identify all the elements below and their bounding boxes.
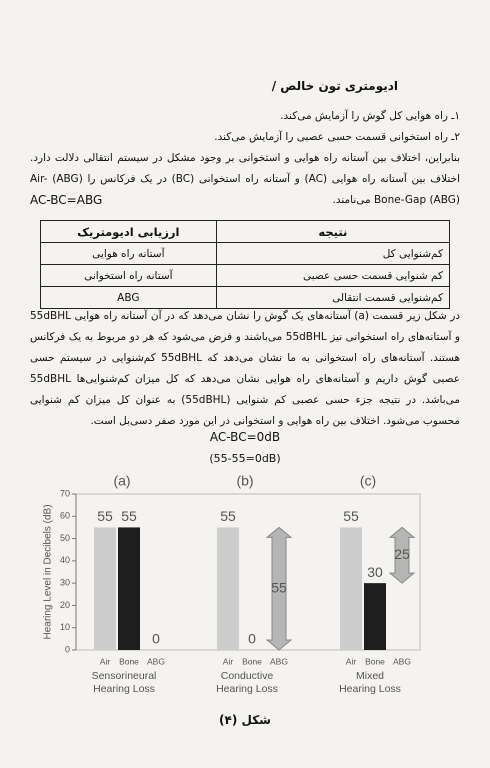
y-tick-label: 0	[65, 644, 70, 654]
paragraph: بنابراین، اختلاف بین آستانه راه هوایی و …	[30, 152, 460, 206]
table-row: کم شنوایی قسمت حسی عصبی آستانه راه استخوا…	[40, 264, 451, 287]
y-tick-label: 50	[60, 533, 70, 543]
list-item: ۱ـ راه هوایی کل گوش را آزمایش می‌کند.	[280, 110, 460, 122]
abg-arrow	[265, 526, 293, 651]
table: نتیجه ارزیابی ادیومتریک کم‌شنوایی کل آستا…	[40, 220, 451, 309]
caption: شکل (۴)	[219, 713, 271, 727]
category-label: Bone	[365, 656, 385, 666]
y-tick-label: 20	[60, 600, 70, 610]
value-label: 0	[248, 631, 256, 647]
table-row: کم‌شنوایی کل آستانه راه هوایی	[40, 242, 451, 265]
header-cell: نتیجه	[215, 220, 451, 243]
y-tick-label: 30	[60, 578, 70, 588]
abg-arrow	[388, 526, 416, 584]
value-label: 55	[220, 508, 236, 524]
cell: کم شنوایی قسمت حسی عصبی	[215, 264, 451, 287]
value-label: 25	[394, 546, 410, 562]
equation: (55-55=0dB)	[209, 452, 281, 465]
cell: کم‌شنوایی کل	[215, 242, 451, 265]
panel-title: (b)	[236, 473, 253, 489]
cell: ABG	[40, 286, 217, 309]
paragraph: در شکل زیر قسمت (a) آستانه‌های یک گوش را…	[30, 310, 461, 427]
formula: AC-BC=ABG	[30, 193, 103, 207]
panel-subtitle: Hearing Loss	[216, 683, 278, 695]
table-header: نتیجه ارزیابی ادیومتریک	[40, 220, 451, 243]
panel-subtitle: Sensorineural	[92, 670, 157, 682]
y-axis-label: Hearing Level in Decibels (dB)	[43, 504, 54, 639]
panel-subtitle: Conductive	[221, 670, 274, 682]
category-label: Air	[223, 656, 234, 666]
value-label: 55	[271, 579, 287, 595]
y-tick-label: 10	[60, 622, 70, 632]
panel-subtitle: Mixed	[356, 670, 384, 682]
value-label: 55	[121, 508, 137, 524]
cell: آستانه راه هوایی	[40, 242, 217, 265]
header-cell: ارزیابی ادیومتریک	[40, 220, 217, 243]
category-label: Bone	[242, 656, 262, 666]
category-label: Bone	[119, 656, 139, 666]
figure: 0 10 20 30 40 50 60 70 Hearing Level in Decibels…	[43, 473, 421, 695]
bar	[364, 583, 386, 650]
category-label: Air	[100, 656, 111, 666]
y-tick-label: 40	[60, 555, 70, 565]
bar	[118, 527, 140, 650]
category-label: ABG	[147, 656, 165, 666]
table-row: کم‌شنوایی قسمت انتقالی ABG	[40, 286, 451, 309]
equation: AC-BC=0dB	[209, 430, 281, 444]
bar	[340, 527, 362, 650]
y-tick-label: 70	[60, 488, 70, 498]
category-label: Air	[346, 656, 357, 666]
value-label: 30	[367, 564, 383, 580]
panel-subtitle: Hearing Loss	[93, 683, 155, 695]
y-tick-label: 60	[60, 511, 70, 521]
list: ۱ـ راه هوایی کل گوش را آزمایش می‌کند. ۲ـ…	[30, 106, 460, 148]
category-label: ABG	[393, 656, 411, 666]
value-label: 55	[343, 508, 359, 524]
category-label: ABG	[270, 656, 288, 666]
value-label: 55	[97, 508, 113, 524]
value-label: 0	[152, 631, 160, 647]
bar	[94, 527, 116, 650]
cell: کم‌شنوایی قسمت انتقالی	[215, 286, 451, 309]
panel-subtitle: Hearing Loss	[339, 683, 401, 695]
cell: آستانه راه استخوانی	[40, 264, 217, 287]
bar	[217, 527, 239, 650]
panel-title: (a)	[113, 473, 130, 489]
panel-title: (c)	[360, 473, 376, 489]
list-item: ۲ـ راه استخوانی قسمت حسی عصبی را آزمایش …	[214, 131, 460, 143]
heading: ادیومتری تون خالص /	[271, 79, 398, 93]
